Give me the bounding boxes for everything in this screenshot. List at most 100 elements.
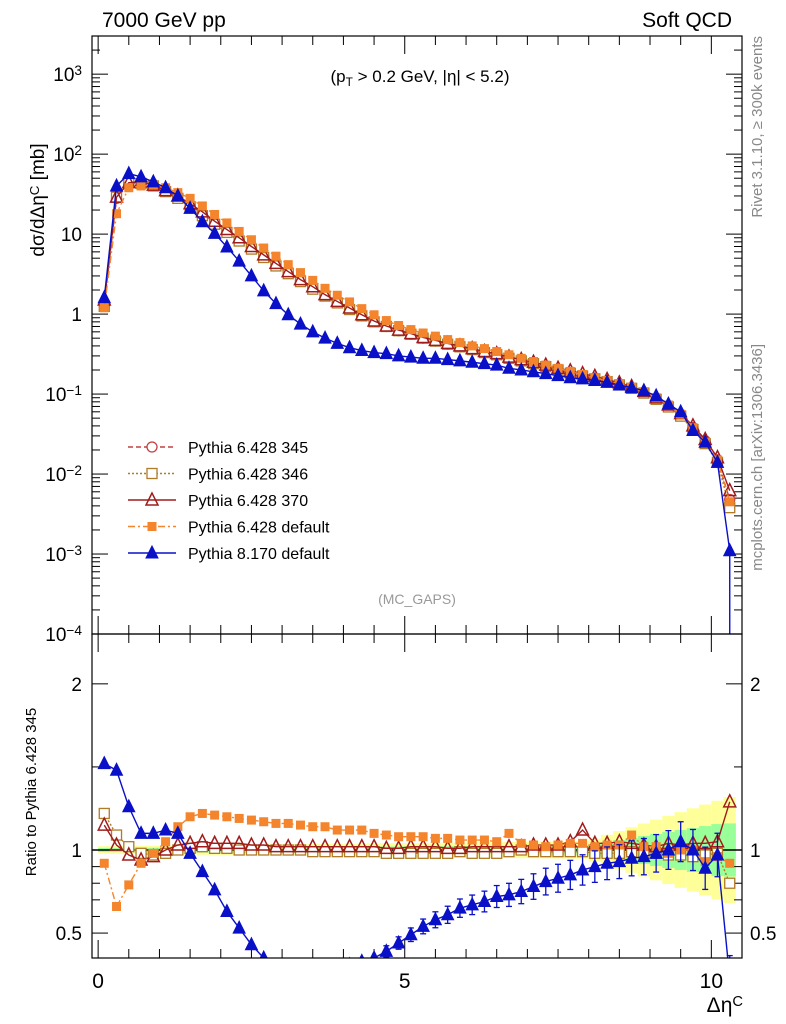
data-point-p8def	[330, 335, 345, 349]
ratio-point-p370	[501, 837, 517, 853]
ratio-point-p370	[428, 837, 443, 853]
data-point-p6def	[725, 497, 735, 507]
data-point-p8def	[477, 355, 492, 370]
main-y-tick-label: 103	[53, 63, 82, 86]
ratio-point-p8def	[232, 919, 246, 934]
ratio-point-p6def	[210, 810, 220, 820]
ratio-point-p8def	[502, 886, 516, 901]
ratio-point-p8def	[359, 953, 365, 958]
ratio-point-p8def	[575, 861, 590, 876]
data-point-p6def	[479, 344, 489, 354]
ratio-point-p8def	[207, 881, 222, 896]
ratio-point-p346	[405, 847, 417, 859]
header-beam-label: 7000 GeV pp	[102, 9, 226, 32]
data-point-p8def	[244, 267, 259, 282]
ratio-point-p8def	[465, 896, 479, 911]
ratio-point-p6def	[99, 858, 109, 868]
data-point-p6def	[234, 226, 244, 236]
ratio-point-p370	[121, 846, 137, 861]
ratio-series-p6def	[99, 808, 735, 911]
data-point-p8def	[355, 342, 369, 357]
analysis-watermark: (MC_GAPS)	[378, 591, 456, 607]
data-point-p6def	[283, 260, 293, 270]
legend-label-p346: Pythia 6.428 346	[188, 467, 308, 484]
ratio-point-p6def	[430, 833, 440, 843]
ratio-point-p6def	[590, 842, 600, 852]
data-point-p370	[305, 278, 320, 293]
ratio-point-p346	[429, 847, 442, 859]
data-point-p370	[366, 312, 382, 327]
data-point-p8def	[367, 344, 381, 359]
ratio-point-p6def	[112, 901, 122, 911]
data-point-p370	[268, 254, 284, 270]
data-point-p370	[293, 270, 308, 286]
x-tick-label: 0	[92, 970, 104, 993]
data-point-p8def	[673, 403, 688, 418]
ratio-point-p8def	[379, 943, 394, 957]
main-panel-axes: 10−4 10−3 10−2 10−1 1 10 102 103	[45, 35, 743, 646]
ratio-y-tick-label-left: 1	[71, 841, 82, 862]
legend-marker-p8def	[145, 544, 159, 559]
data-point-p6def	[124, 183, 134, 193]
ratio-point-p8def	[428, 911, 443, 926]
ratio-point-p370	[281, 837, 296, 853]
ratio-point-p6def	[627, 830, 637, 840]
legend-item-p345: Pythia 6.428 345	[128, 440, 308, 457]
data-point-p370	[317, 285, 333, 301]
ratio-point-p8def	[146, 825, 161, 839]
data-point-p370	[256, 246, 271, 261]
data-point-p370	[231, 229, 247, 244]
data-point-p8def	[538, 365, 553, 380]
ratio-point-p370	[97, 816, 112, 831]
ratio-point-p8def	[121, 798, 136, 813]
data-point-p6def	[381, 316, 391, 326]
ratio-y-tick-label-left: 2	[71, 675, 82, 696]
data-point-p6def	[504, 350, 514, 360]
ratio-point-p6def	[516, 838, 526, 848]
data-point-p8def	[661, 395, 676, 410]
data-point-p8def	[440, 351, 455, 366]
data-point-p6def	[99, 303, 109, 313]
data-point-p370	[330, 292, 345, 308]
ratio-point-p8def	[183, 845, 197, 859]
ratio-point-p6def	[246, 815, 256, 825]
ratio-point-p370	[268, 837, 284, 853]
data-point-p8def	[686, 422, 700, 437]
ratio-point-p370	[722, 793, 737, 808]
data-point-p8def	[526, 363, 541, 378]
series-p346	[98, 177, 736, 514]
ratio-point-p8def	[588, 858, 602, 873]
data-point-p8def	[293, 315, 308, 330]
legend-item-p346: Pythia 6.428 346	[128, 467, 308, 484]
ratio-point-p8def	[171, 825, 185, 839]
data-point-p8def	[109, 177, 124, 192]
data-point-p8def	[404, 348, 418, 363]
data-point-p8def	[183, 200, 197, 214]
ratio-point-p6def	[467, 835, 477, 845]
ratio-point-p6def	[443, 833, 453, 843]
ratio-point-p8def	[416, 918, 430, 932]
data-point-p6def	[259, 243, 269, 253]
ratio-point-p370	[170, 836, 186, 851]
ratio-point-p346	[466, 847, 478, 859]
data-point-p6def	[467, 341, 477, 351]
ratio-point-p370	[366, 837, 382, 853]
data-point-p8def	[624, 379, 639, 394]
data-point-p8def	[465, 354, 479, 368]
data-point-p8def	[146, 173, 161, 188]
ratio-point-p370	[415, 837, 431, 853]
ratio-point-p8def	[661, 841, 676, 856]
ratio-y-tick-label-right: 0.5	[750, 924, 776, 945]
ratio-point-p6def	[479, 835, 489, 845]
ratio-point-p6def	[124, 880, 134, 890]
data-point-p6def	[394, 321, 404, 331]
data-point-p6def	[357, 304, 367, 314]
ratio-point-p6def	[148, 848, 158, 858]
data-point-p8def	[195, 213, 210, 228]
data-point-p6def	[345, 297, 355, 307]
ratio-series-p8def	[97, 755, 733, 958]
ratio-point-p370	[403, 837, 419, 853]
ratio-point-p346	[417, 847, 429, 859]
data-point-p8def	[575, 370, 590, 385]
ratio-point-p6def	[197, 808, 207, 818]
